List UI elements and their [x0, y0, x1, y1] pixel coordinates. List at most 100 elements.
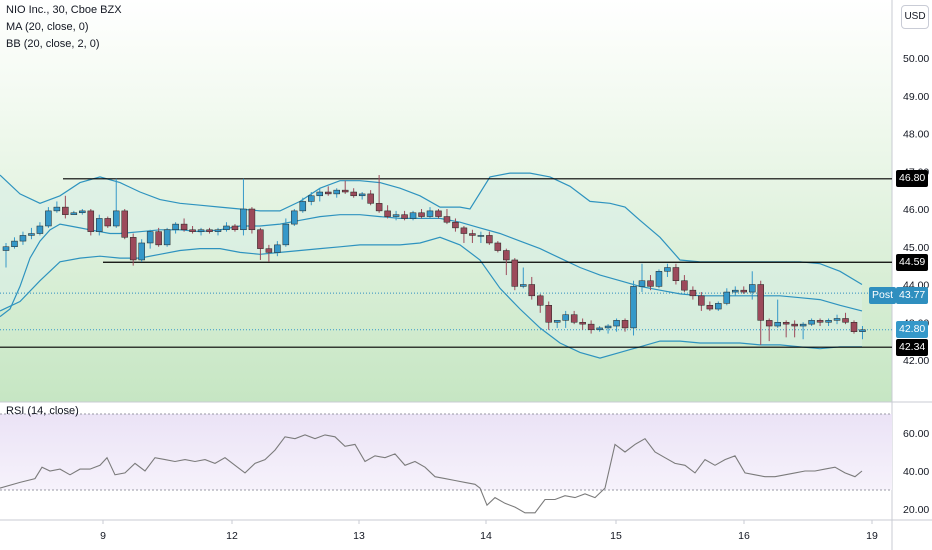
candle-body — [409, 212, 417, 219]
candle-body — [672, 267, 680, 281]
candle-body — [240, 208, 247, 231]
candle-body — [112, 210, 120, 227]
candle-body — [469, 233, 476, 236]
candle-body — [774, 322, 781, 327]
candle-body — [698, 295, 705, 306]
candle-body — [621, 320, 629, 329]
candle-body — [324, 191, 332, 195]
candle-body — [384, 210, 391, 217]
candle-body — [503, 250, 510, 261]
candle-body — [706, 305, 714, 310]
bb-legend[interactable]: BB (20, close, 2, 0) — [6, 38, 100, 50]
candle-body — [655, 271, 663, 287]
candle-body — [129, 237, 137, 261]
candle-body — [45, 210, 52, 227]
candle-body — [816, 320, 824, 323]
candle-body — [477, 235, 485, 237]
candle-body — [562, 314, 569, 321]
candle-body — [358, 193, 366, 197]
candle-body — [96, 218, 103, 232]
candle-body — [62, 206, 69, 215]
ma-line — [0, 214, 863, 318]
ma-legend[interactable]: MA (20, close, 0) — [6, 21, 89, 33]
candle-body — [299, 201, 307, 212]
candle-body — [189, 229, 196, 232]
candle-body — [197, 229, 205, 232]
currency-button[interactable]: USD — [901, 5, 929, 29]
candle-body — [282, 223, 290, 246]
candle-body — [825, 320, 832, 323]
candle-body — [180, 223, 188, 231]
candle-body — [418, 212, 425, 217]
price-tick-label: 48.00 — [903, 129, 929, 141]
candle-body — [28, 233, 35, 236]
candle-body — [528, 284, 536, 297]
candle-body — [223, 225, 230, 231]
candle-body — [664, 267, 671, 272]
candle-body — [206, 229, 213, 232]
price-tick-label: 49.00 — [903, 91, 929, 103]
bb-fill — [0, 173, 862, 359]
candle-body — [2, 246, 10, 251]
candle-body — [723, 291, 731, 304]
candle-body — [291, 210, 298, 225]
candle-body — [163, 229, 171, 246]
rsi-legend[interactable]: RSI (14, close) — [6, 405, 79, 417]
candle-body — [341, 189, 349, 193]
candles — [2, 175, 866, 345]
candle-body — [799, 323, 807, 327]
rsi-tick-label: 20.00 — [903, 504, 929, 516]
candle-body — [859, 329, 866, 332]
candle-body — [333, 189, 340, 195]
candle-body — [443, 216, 451, 223]
candle-body — [308, 195, 315, 202]
candle-body — [842, 318, 849, 323]
candle-body — [579, 322, 586, 325]
candle-body — [494, 242, 502, 251]
candle-body — [715, 303, 722, 310]
candle-body — [511, 259, 519, 287]
rsi-pane: 60.00 40.00 20.00 — [0, 413, 929, 516]
candle-body — [375, 203, 383, 212]
candle-body — [392, 214, 400, 217]
candle-body — [536, 295, 544, 306]
candle-body — [265, 248, 273, 253]
candle-body — [214, 229, 222, 232]
time-tick-label: 15 — [610, 530, 622, 542]
candle-body — [367, 193, 374, 204]
candle-body — [850, 322, 858, 332]
candle-body — [121, 210, 128, 238]
rsi-band-fill — [0, 414, 892, 490]
candle-body — [87, 210, 95, 232]
candle-body — [435, 210, 442, 217]
post-price-badge: 43.77 — [896, 287, 929, 304]
candle-body — [732, 289, 739, 293]
time-tick-label: 13 — [353, 530, 365, 542]
candle-body — [587, 323, 595, 331]
price-axis-ticks: 50.0049.0048.0047.0046.0045.0044.0043.00… — [903, 53, 929, 367]
last-price-badge: 42.80 — [896, 321, 929, 338]
candle-body — [172, 223, 179, 231]
candle-body — [757, 284, 764, 321]
candle-body — [791, 323, 798, 327]
candle-body — [647, 280, 654, 287]
candle-body — [833, 318, 841, 321]
candle-body — [782, 322, 790, 325]
candle-body — [138, 242, 145, 261]
candle-body — [570, 314, 578, 323]
post-label-badge: Post — [869, 287, 897, 304]
candle-body — [545, 305, 552, 323]
candle-body — [596, 327, 603, 331]
candle-body — [316, 191, 324, 197]
candle-body — [36, 225, 44, 234]
candle-body — [486, 235, 493, 244]
candle-body — [11, 240, 18, 247]
candle-body — [452, 221, 459, 229]
time-axis-ticks: 9 12 13 14 15 16 19 — [100, 520, 878, 542]
price-tick-label: 42.00 — [903, 355, 929, 367]
candle-body — [231, 225, 239, 231]
level-low-badge: 42.34 — [896, 339, 929, 356]
candle-body — [613, 320, 620, 327]
candle-body — [70, 212, 78, 215]
